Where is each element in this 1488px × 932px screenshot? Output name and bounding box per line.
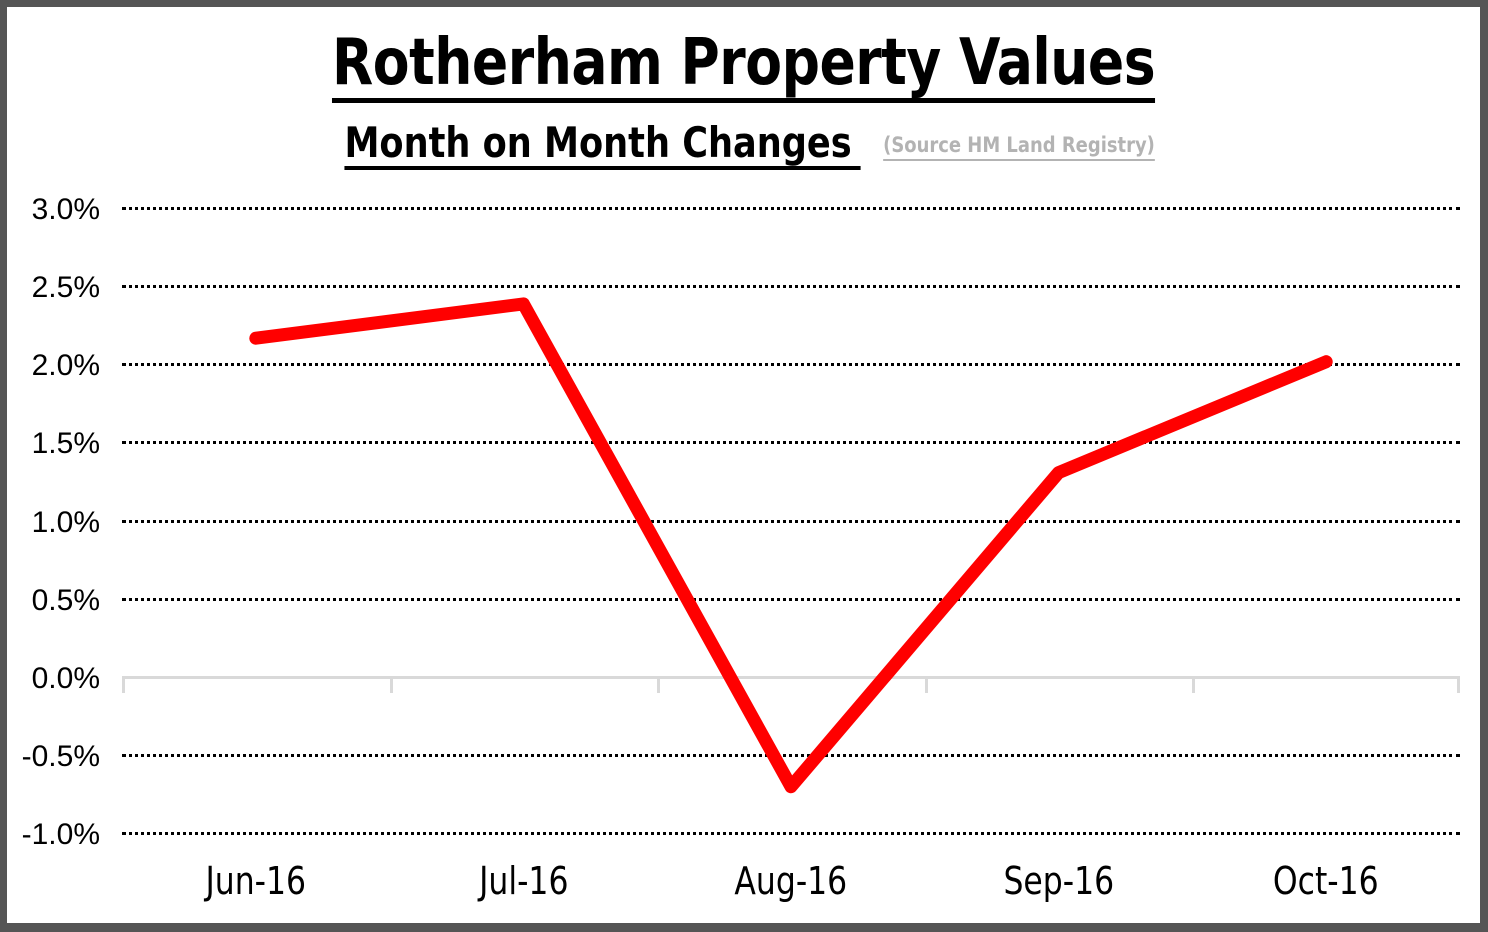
x-axis-label-oct-16: Oct-16 [1273,859,1380,903]
title-block: Rotherham Property Values [7,31,1480,103]
y-axis-tick-label: -1.0% [21,818,100,851]
y-axis-tick-label: 1.5% [31,427,100,461]
page-title: Rotherham Property Values [331,31,1156,103]
x-axis-tick-mark [657,675,661,693]
x-axis-label-jul-16: Jul-16 [478,859,569,903]
subtitle-row: Month on Month Changes (Source HM Land Re… [7,122,1480,170]
x-axis-tick-mark [389,675,393,693]
x-axis-tick-mark [924,675,928,693]
series-line-path [249,297,1333,794]
y-axis-tick-label: 3.0% [31,193,100,226]
series-line-chart [249,297,1333,794]
gridline: 1.5% [32,427,1460,460]
y-axis-tick-label: 0.0% [31,661,100,695]
y-axis-tick-label: 2.5% [31,271,100,305]
chart-source-note: (Source HM Land Registry) [883,135,1156,161]
x-axis-tick-mark [1192,675,1196,693]
gridline: 2.5% [32,271,1460,304]
gridline: 1.0% [32,506,1460,539]
x-axis-label-jun-16: Jun-16 [205,859,307,903]
x-axis-label-aug-16: Aug-16 [734,859,848,903]
x-axis-labels: Jun-16 Jul-16 Aug-16 Sep-16 Oct-16 [122,862,1460,912]
zero-axis-line: 0.0% [32,662,1460,695]
y-axis-tick-label: 2.0% [31,349,100,383]
y-axis-tick-label: -0.5% [21,739,100,773]
chart-subtitle: Month on Month Changes [344,122,861,170]
y-axis-tick-label: 1.0% [31,505,100,539]
x-axis-tick-mark [122,675,125,693]
gridline: 0.5% [32,584,1460,617]
plot-area: 3.0% 2.5% 2.0% 1.5% 1.0% 0.5% 0.0% -0.5% -1.0% [22,193,1460,851]
gridline: -1.0% [22,818,1460,851]
y-axis-tick-label: 0.5% [31,583,100,617]
x-axis-label-sep-16: Sep-16 [1003,859,1114,903]
gridline: 3.0% [32,193,1460,226]
x-axis-tick-mark [1457,675,1460,693]
gridline: -0.5% [22,740,1460,773]
gridline: 2.0% [32,349,1460,382]
